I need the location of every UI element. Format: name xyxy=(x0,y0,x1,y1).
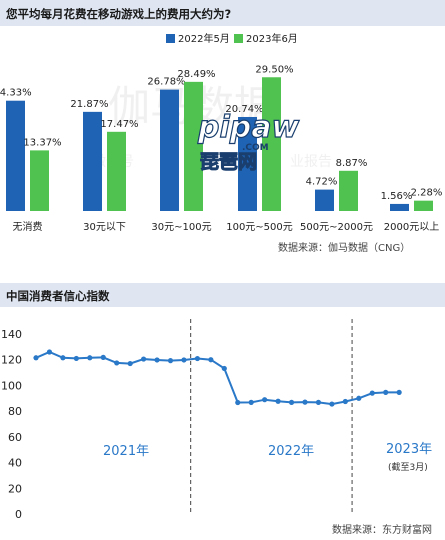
confidence-line xyxy=(35,350,400,406)
point-0 xyxy=(33,355,39,361)
point-17 xyxy=(262,397,268,403)
category-label-1: 30元以下 xyxy=(83,222,126,233)
point-21 xyxy=(315,399,322,405)
point-8 xyxy=(141,356,147,362)
bar-label-2022-0: 24.33% xyxy=(0,88,32,99)
bar-label-2022-5: 1.56% xyxy=(381,191,413,202)
point-15 xyxy=(235,399,241,406)
watermark-sub2: 业报告 xyxy=(290,154,332,170)
point-10 xyxy=(167,358,174,364)
chart2-plot xyxy=(33,349,402,407)
point-20 xyxy=(302,399,308,405)
chart1-title: 您平均每月花费在移动游戏上的费用大约为? xyxy=(6,7,232,21)
point-27 xyxy=(396,389,402,395)
bar-label-2023-5: 2.28% xyxy=(411,188,443,199)
chart2-source: 数据来源：东方财富网 xyxy=(332,523,432,536)
bar-label-2023-2: 28.49% xyxy=(177,69,215,80)
category-label-4: 500元~2000元 xyxy=(300,222,373,233)
bar-2023-0 xyxy=(30,150,49,211)
point-11 xyxy=(181,357,187,363)
legend-swatch-2022 xyxy=(166,34,175,43)
point-13 xyxy=(208,357,214,363)
point-3 xyxy=(73,355,79,362)
legend-label-2022: 2022年5月 xyxy=(178,32,230,45)
category-label-0: 无消费 xyxy=(13,220,43,233)
point-2 xyxy=(60,355,66,361)
y-tick-100: 100 xyxy=(1,379,22,392)
point-25 xyxy=(369,390,375,396)
point-4 xyxy=(87,355,93,361)
chart1-legend: 2022年5月 2023年6月 xyxy=(166,32,298,45)
bar-2023-4 xyxy=(339,170,358,211)
bar-2022-3 xyxy=(238,116,257,211)
chart1-plot: 24.33% 13.37% 无消费 21.87% 17.47% 30元以下 26.78%28… xyxy=(0,64,442,233)
chart1-svg: 伽马数据 微信号 业报告 2022年5月 2023年6月 24.33%13.37… xyxy=(0,32,442,254)
bar-label-2023-3: 29.50% xyxy=(255,64,293,75)
bar-label-2023-0: 13.37% xyxy=(23,137,61,148)
point-14 xyxy=(221,365,227,372)
chart2-header: 中国消费者信心指数 xyxy=(0,283,445,307)
chart2-title: 中国消费者信心指数 xyxy=(6,289,110,303)
category-label-5: 2000元以上 xyxy=(384,221,439,233)
period-label-2021: 2021年 xyxy=(103,444,149,459)
bar-label-2022-3: 20.74% xyxy=(225,104,263,115)
point-24 xyxy=(356,395,362,401)
period-label-2023: 2023年 xyxy=(386,442,432,457)
point-12 xyxy=(194,355,200,362)
point-22 xyxy=(329,401,335,407)
y-tick-80: 80 xyxy=(8,405,22,418)
y-tick-20: 20 xyxy=(8,482,22,495)
point-1 xyxy=(46,349,53,355)
logo-com: .COM xyxy=(242,143,269,153)
bar-2023-5 xyxy=(414,200,433,211)
period-note: (截至3月) xyxy=(388,461,428,473)
chart2-dividers xyxy=(190,319,353,514)
chart2-y-axis: 0 20 40 60 80 100 120 140 xyxy=(1,328,22,521)
chart2-svg: 0 20 40 60 80 100 120 140 2021年 2022年 2023年 (截至… xyxy=(1,319,432,536)
bar-2022-0 xyxy=(6,100,25,211)
bar-2023-3 xyxy=(262,77,281,211)
period-label-2022: 2022年 xyxy=(268,444,314,459)
logo-pipaw: pipaw xyxy=(197,110,299,145)
legend-label-2023: 2023年6月 xyxy=(246,32,298,45)
bar-2023-1 xyxy=(107,131,126,211)
logo-cn: 琵琶网 xyxy=(200,151,257,173)
y-tick-40: 40 xyxy=(8,457,22,470)
point-6 xyxy=(114,360,120,366)
y-tick-0: 0 xyxy=(15,508,22,521)
point-18 xyxy=(275,398,281,404)
chart1-source: 数据来源：伽马数据（CNG） xyxy=(278,241,410,254)
chart1-header: 您平均每月花费在移动游戏上的费用大约为? xyxy=(0,0,445,26)
bar-label-2022-2: 26.78% xyxy=(147,77,185,88)
point-26 xyxy=(383,389,389,395)
category-label-3: 100元~500元 xyxy=(226,222,293,233)
point-16 xyxy=(248,399,254,405)
bar-2022-4 xyxy=(315,189,334,211)
chart1-logo: pipaw .COM 琵琶网 xyxy=(196,109,300,173)
point-23 xyxy=(342,398,348,405)
y-tick-60: 60 xyxy=(8,431,22,444)
bar-2022-5 xyxy=(390,203,409,211)
bar-2022-2 xyxy=(160,89,179,211)
bar-label-2023-1: 17.47% xyxy=(100,119,138,130)
legend-swatch-2023 xyxy=(234,34,243,43)
bar-label-2022-4: 4.72% xyxy=(306,177,338,188)
point-5 xyxy=(100,354,106,360)
bar-label-2023-4: 8.87% xyxy=(336,158,368,169)
bar-2022-1 xyxy=(83,111,102,211)
chart2-period-labels: 2021年 2022年 2023年 (截至3月) xyxy=(103,442,432,473)
point-9 xyxy=(154,357,160,363)
point-7 xyxy=(127,360,133,367)
bar-2023-2 xyxy=(184,81,203,211)
y-tick-140: 140 xyxy=(1,328,22,341)
bar-label-2022-1: 21.87% xyxy=(70,99,108,110)
y-tick-120: 120 xyxy=(1,354,22,367)
category-label-2: 30元~100元 xyxy=(151,222,211,233)
point-19 xyxy=(288,399,295,405)
